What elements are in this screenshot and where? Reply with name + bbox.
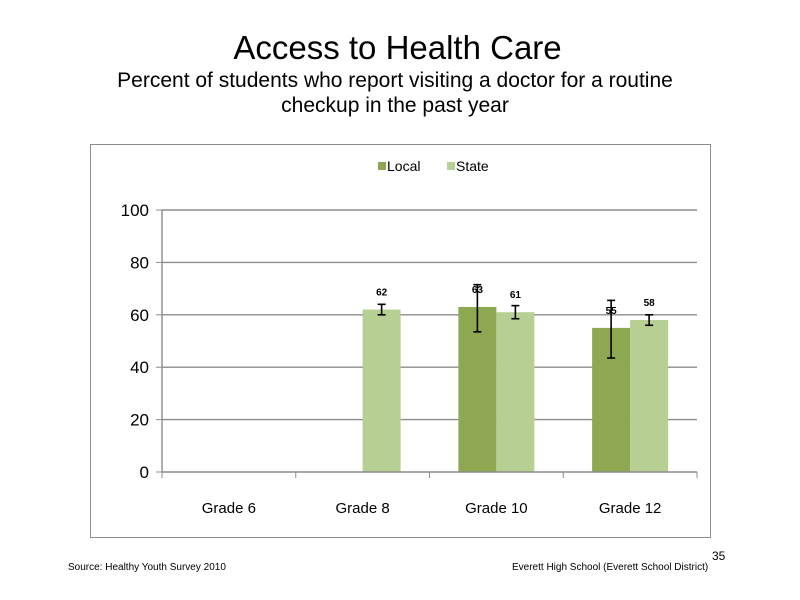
legend-swatch-state bbox=[447, 162, 455, 170]
data-label: 61 bbox=[510, 290, 522, 301]
page-number: 35 bbox=[712, 549, 726, 563]
chart-frame bbox=[90, 144, 711, 538]
bar-state bbox=[496, 312, 535, 472]
y-tick-label: 100 bbox=[121, 201, 149, 220]
y-tick-label: 80 bbox=[130, 253, 149, 272]
source-note: Source: Healthy Youth Survey 2010 bbox=[68, 562, 226, 573]
y-tick-label: 0 bbox=[140, 463, 149, 482]
x-tick-label: Grade 8 bbox=[336, 500, 390, 517]
data-label: 55 bbox=[606, 306, 618, 317]
slide-subtitle: Percent of students who report visiting … bbox=[117, 69, 673, 117]
y-tick-label: 40 bbox=[130, 358, 149, 377]
legend-label-state: State bbox=[456, 158, 489, 174]
chart-labels: 63 55 62 61 58 bbox=[376, 285, 655, 317]
bar-state bbox=[362, 309, 401, 472]
data-label: 62 bbox=[376, 288, 388, 299]
data-label: 58 bbox=[644, 298, 656, 309]
x-tick-label: Grade 12 bbox=[599, 500, 662, 517]
bar-local bbox=[458, 306, 497, 472]
y-tick-label: 20 bbox=[130, 411, 149, 430]
y-tick-label: 60 bbox=[130, 306, 149, 325]
bar-state bbox=[630, 320, 669, 472]
chart-bars bbox=[362, 283, 669, 472]
legend-swatch-local bbox=[378, 162, 386, 170]
chart-legend: Local State bbox=[378, 158, 489, 174]
school-note: Everett High School (Everett School Dist… bbox=[512, 562, 709, 573]
slide-title: Access to Health Care bbox=[233, 29, 562, 66]
x-tick-label: Grade 10 bbox=[465, 500, 528, 517]
chart-axes: 0 20 40 60 80 100 Grade 6 Grade 8 Grade 10 Grade … bbox=[121, 201, 698, 517]
legend-label-local: Local bbox=[387, 158, 420, 174]
data-label: 63 bbox=[472, 285, 484, 296]
x-tick-label: Grade 6 bbox=[202, 500, 256, 517]
